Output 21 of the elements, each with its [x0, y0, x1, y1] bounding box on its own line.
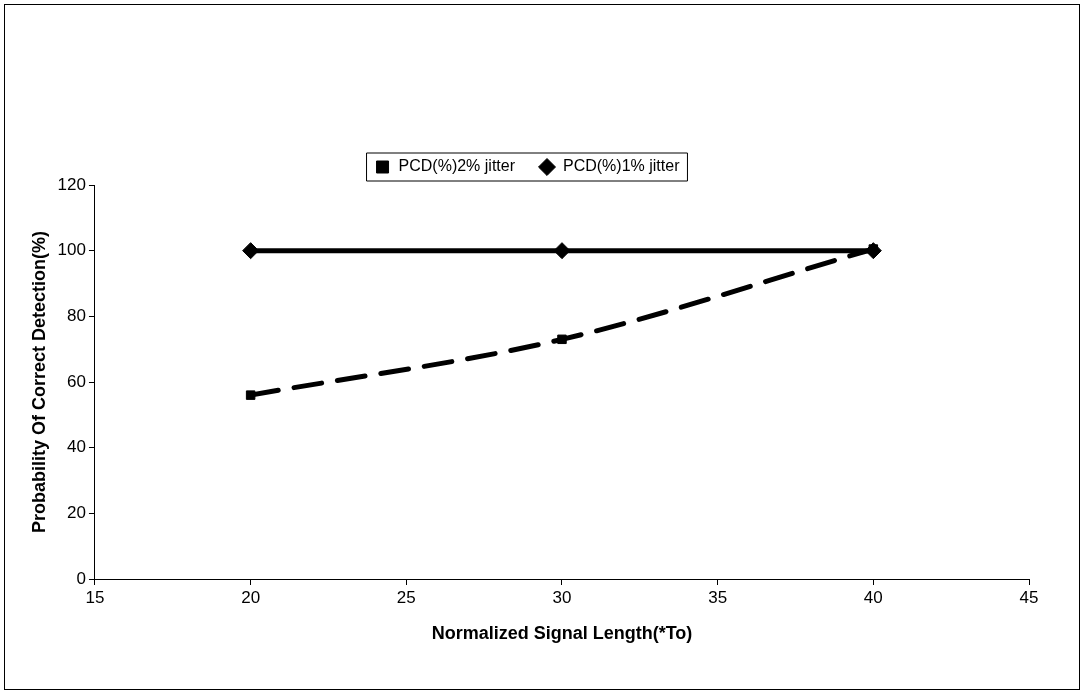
y-tick-label: 0 [76, 568, 86, 588]
y-tick-label: 60 [67, 371, 86, 391]
legend-label: PCD(%)1% jitter [563, 157, 681, 175]
x-tick-label: 20 [241, 587, 261, 607]
legend-label: PCD(%)2% jitter [398, 157, 516, 175]
point [245, 390, 256, 400]
x-tick-label: 35 [708, 587, 728, 607]
x-tick-label: 15 [85, 587, 105, 607]
point [557, 334, 567, 345]
y-tick-label: 100 [57, 240, 86, 260]
x-axis-title: Normalized Signal Length(*To) [431, 623, 693, 644]
y-tick-label: 20 [67, 503, 86, 523]
x-tick-label: 30 [552, 587, 572, 607]
point [553, 242, 571, 260]
y-tick-label: 120 [57, 174, 86, 194]
y-tick-label: 80 [67, 306, 86, 326]
y-tick-label: 40 [67, 437, 86, 457]
x-tick-label: 45 [1019, 587, 1039, 607]
x-tick-label: 25 [396, 587, 416, 607]
x-tick-label: 40 [863, 587, 883, 607]
y-axis-title: Probability Of Correct Detection(%) [28, 230, 49, 534]
